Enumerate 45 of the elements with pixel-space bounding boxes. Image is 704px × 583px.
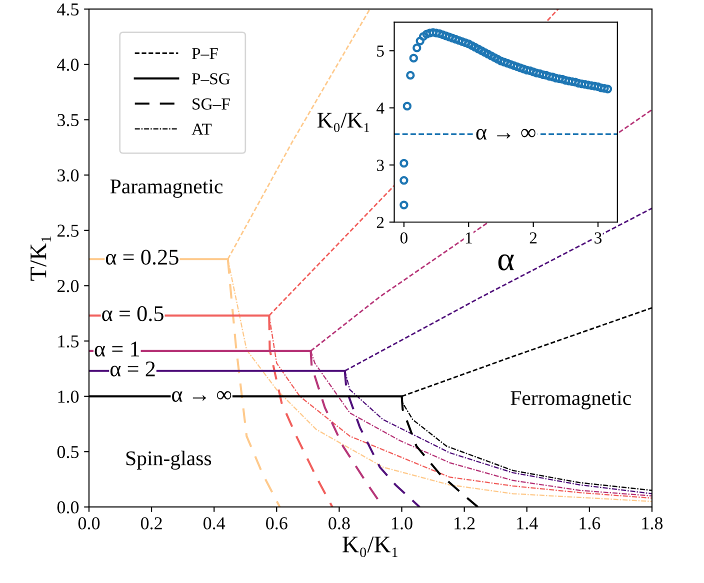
y-tick-label: 2.0 [57,280,79,292]
x-tick-label: 0.0 [78,517,100,530]
y-axis-title: T/K₁ [30,236,51,281]
x-tick-label: 0.2 [140,517,162,530]
y-tick-label: 2 [376,216,384,228]
x-tick-label: 1.0 [392,517,412,530]
legend-label: P–F [192,48,218,60]
x-axis-title: α [498,254,514,270]
y-tick-label: 1.0 [58,390,79,403]
y-tick-label: 4.0 [57,58,79,71]
x-tick-label: 1.2 [454,517,475,530]
x-axis-title: K₀/K₁ [342,536,398,558]
legend-label: SG–F [192,98,230,110]
y-tick-label: 3.5 [58,114,79,126]
x-tick-label: 0.6 [266,517,288,530]
annotation: α → ∞ [172,391,232,402]
y-tick-label: 4 [376,102,384,114]
annotation: α = 0.25 [106,250,178,265]
annotation: Ferromagnetic [510,391,631,410]
ref-line-label: α → ∞ [476,128,536,140]
x-tick-label: 1.8 [642,517,663,530]
x-tick-label: 2 [530,232,537,244]
annotation: Spin-glass [126,450,212,470]
annotation: α = 0.5 [102,306,164,322]
annotation: α = 1 [94,342,139,357]
x-tick-label: 1.4 [517,517,538,530]
y-tick-label: 3.0 [58,169,79,182]
y-tick-label: 3 [376,160,384,171]
x-tick-label: 3 [594,232,602,244]
annotation: α = 2 [110,362,155,376]
legend-label: P–SG [192,73,230,84]
y-tick-label: 0.5 [57,446,79,458]
y-tick-label: 1.5 [58,335,79,348]
x-tick-label: 1 [466,232,472,244]
y-axis-title: K₀/K₁ [318,112,370,132]
legend-label: AT [192,124,212,135]
annotation: Paramagnetic [110,179,223,198]
y-tick-label: 5 [377,46,384,57]
x-tick-label: 0.8 [328,517,350,530]
y-tick-label: 0.0 [57,501,79,514]
x-tick-label: 0.4 [204,517,226,530]
x-tick-label: 0 [400,232,408,244]
x-tick-label: 1.6 [580,517,600,530]
y-tick-label: 4.5 [57,3,79,16]
y-tick-label: 2.5 [57,224,79,237]
